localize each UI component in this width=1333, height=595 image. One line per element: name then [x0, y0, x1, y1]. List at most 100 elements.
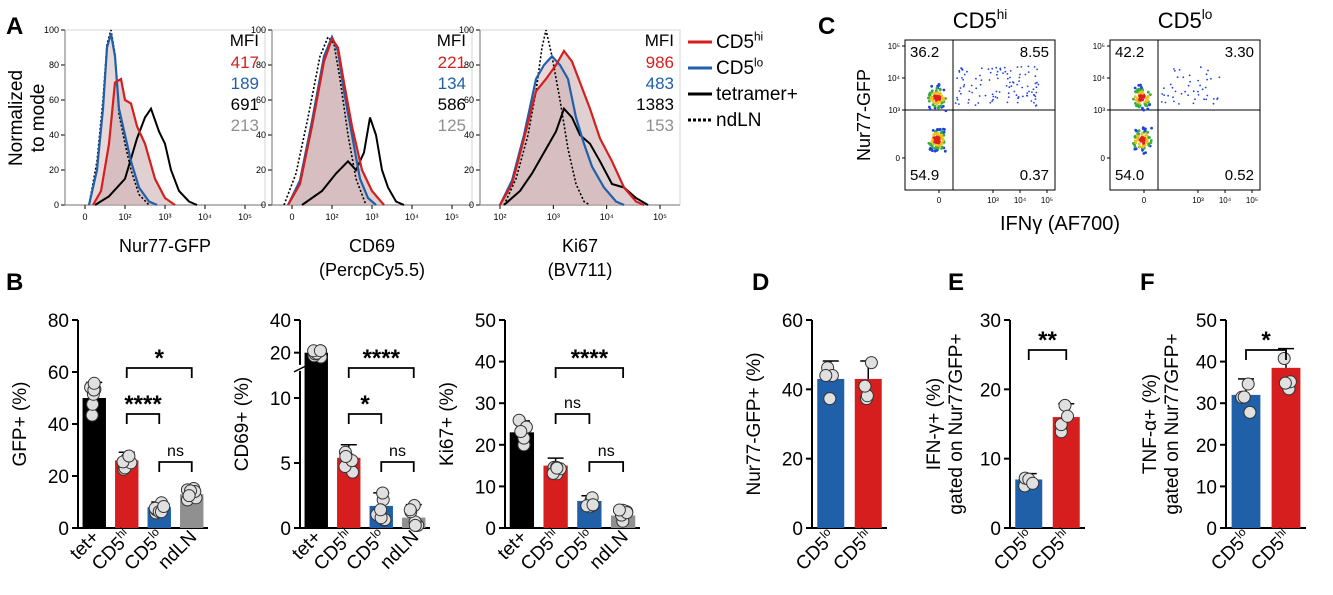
legend-label-tet-base: tetramer+ [716, 84, 798, 105]
flow-event [1149, 141, 1153, 145]
flow-event-scatter [979, 74, 981, 77]
y-tick-label: 0 [58, 519, 69, 540]
y-tick-label: 20 [49, 165, 59, 175]
y-tick-label: 0 [990, 519, 1001, 540]
flow-event [942, 96, 945, 100]
flow-event [927, 141, 931, 145]
flow-event [937, 83, 941, 86]
flow-event [939, 142, 943, 146]
flow-event [932, 142, 935, 146]
flow-event-scatter [958, 90, 961, 92]
flow-event-scatter [996, 73, 998, 76]
flow-title-sup: hi [997, 7, 1008, 22]
flow-event [1141, 148, 1144, 152]
x-tick-label: 10⁴ [600, 212, 614, 222]
flow-event [933, 104, 937, 108]
quadrant-ur: 8.55 [1020, 44, 1049, 61]
mfi-value: 986 [646, 53, 674, 72]
flow-event [1148, 103, 1151, 107]
flow-xlabel: IFNγ (AF700) [1000, 213, 1120, 235]
flow-event-scatter [1169, 83, 1172, 86]
y-tick-label: 30 [475, 394, 496, 415]
flow-event [1137, 84, 1141, 87]
flow-event-scatter [989, 101, 992, 104]
flow-event [941, 137, 945, 141]
flow-event-scatter [1182, 76, 1185, 79]
flow-event [1142, 152, 1146, 155]
y-tick-label: 40 [49, 130, 59, 140]
y-tick-label: 40 [464, 130, 474, 140]
flow-event [1135, 134, 1139, 138]
y-tick-label: 60 [48, 363, 69, 384]
y-tick-label: 40 [270, 311, 291, 332]
histogram-curve-ndln [503, 29, 591, 206]
significance-label: ns [564, 395, 581, 412]
flow-event [1143, 129, 1147, 132]
y-label: CD69+ (%) [232, 377, 253, 472]
flow-event-scatter [1206, 78, 1208, 81]
flow-event-scatter [1018, 76, 1021, 79]
flow-event [1134, 141, 1138, 145]
mfi-value: 153 [646, 116, 674, 135]
flow-event [1132, 97, 1135, 101]
category-label-base: ndLN [586, 527, 633, 574]
flow-event [938, 98, 941, 101]
significance-label: ns [598, 443, 615, 460]
y-label: GFP+ (%) [10, 382, 31, 467]
flow-event-scatter [1009, 76, 1011, 79]
y-tick-label: 20 [270, 344, 291, 365]
significance-bracket [347, 367, 415, 378]
flow-event [931, 103, 935, 107]
flow-event-scatter [998, 91, 1001, 93]
data-point [864, 356, 878, 370]
flow-event [928, 105, 931, 109]
category-label: CD5hi [1246, 526, 1295, 575]
flow-event-scatter [1171, 86, 1174, 89]
flow-event-scatter [1031, 91, 1033, 93]
y-tick-label: 40 [48, 415, 69, 436]
flow-event [1138, 91, 1141, 95]
significance-label: ns [167, 443, 184, 460]
category-label-base: ndLN [154, 527, 201, 574]
flow-event [1141, 106, 1144, 110]
flow-event-scatter [970, 84, 973, 87]
significance-label: * [1261, 327, 1271, 354]
data-point [823, 392, 837, 406]
flow-event-scatter [1033, 101, 1035, 104]
flow-event-scatter [1192, 90, 1195, 93]
category-label: ndLN [154, 527, 201, 574]
flow-y-tick-label: 0 [896, 154, 901, 163]
y-tick-label: 60 [256, 95, 266, 105]
quadrant-ll: 54.9 [910, 167, 939, 184]
mfi-header: MFI [230, 31, 259, 50]
y-label-2: gated on Nur77GFP+ [946, 333, 967, 514]
histogram-xlabel2: (PercpCy5.5) [319, 260, 425, 280]
histogram-xlabel: CD69 [349, 236, 395, 256]
flow-x-tick-label: 0 [937, 196, 942, 205]
x-tick-label: 10³ [365, 212, 378, 222]
y-tick-label: 40 [782, 380, 803, 401]
flow-event [1144, 96, 1148, 100]
flow-event-scatter [1204, 86, 1207, 89]
histogram-curve-tetramer [503, 106, 649, 206]
flow-event [1133, 86, 1137, 90]
significance-bracket [588, 461, 625, 472]
y-tick-label: 50 [1196, 311, 1217, 332]
flow-event-scatter [1033, 66, 1036, 68]
significance-label: * [155, 345, 165, 372]
y-tick-label: 40 [1196, 353, 1217, 374]
data-point [1241, 377, 1255, 391]
flow-event-scatter [980, 67, 983, 70]
flow-event [1144, 133, 1148, 137]
data-point [819, 369, 833, 382]
flow-event-scatter [1188, 74, 1191, 77]
flow-event-scatter [988, 79, 991, 81]
flow-event [935, 86, 939, 90]
flow-event [1143, 103, 1147, 106]
significance-bracket [158, 461, 193, 472]
flow-event [1136, 132, 1140, 135]
flow-event-scatter [1020, 66, 1023, 68]
significance-bracket [1245, 349, 1287, 360]
axis-break-mark [293, 365, 307, 373]
x-tick-label: 10² [118, 212, 131, 222]
